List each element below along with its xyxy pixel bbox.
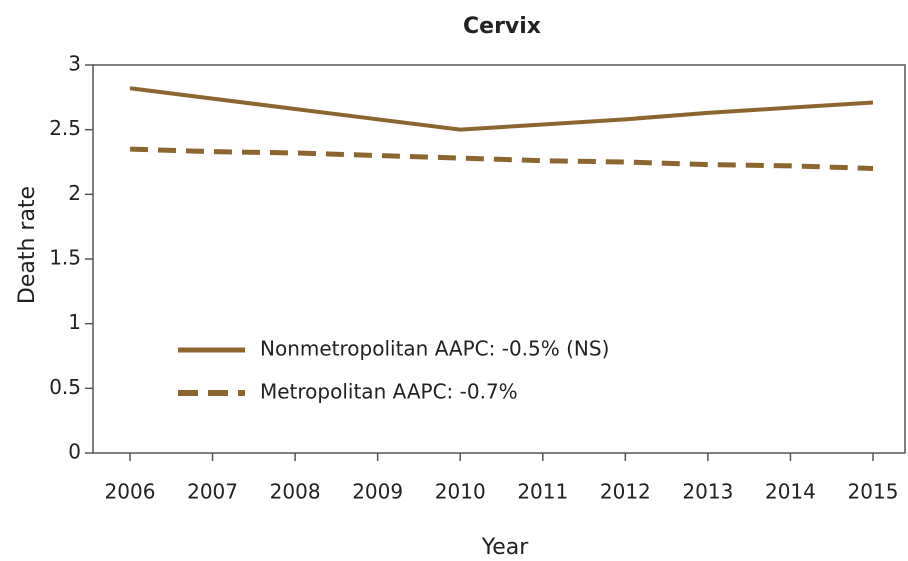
y-axis-label: Death rate [15,186,40,304]
x-tick-label: 2007 [187,480,238,504]
x-tick-label: 2008 [270,480,321,504]
y-tick-label: 2.5 [49,116,81,140]
x-axis-label: Year [481,535,530,560]
y-tick-label: 1.5 [49,246,81,270]
x-tick-label: 2011 [517,480,568,504]
y-tick-label: 2 [68,181,81,205]
x-tick-label: 2012 [600,480,651,504]
y-tick-label: 0.5 [49,375,81,399]
legend-label: Nonmetropolitan AAPC: -0.5% (NS) [260,337,609,361]
x-tick-label: 2014 [765,480,816,504]
x-tick-label: 2010 [435,480,486,504]
chart-title: Cervix [463,14,541,39]
x-tick-label: 2006 [105,480,156,504]
data-line [129,146,874,171]
y-tick-label: 3 [68,52,81,76]
x-tick-label: 2013 [682,480,733,504]
data-line [129,86,874,132]
y-tick-label: 1 [68,310,81,334]
x-tick-label: 2015 [848,480,899,504]
legend-label: Metropolitan AAPC: -0.7% [260,380,518,404]
y-tick-label: 0 [68,440,81,464]
x-tick-label: 2009 [352,480,403,504]
